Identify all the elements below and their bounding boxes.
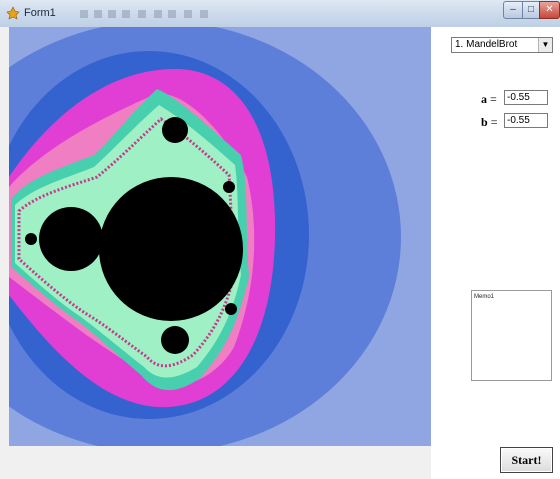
fractal-canvas[interactable] — [9, 27, 431, 446]
mandelbrot-top-bulb — [162, 117, 188, 143]
mandelbrot-main-cardioid — [99, 177, 243, 321]
mandelbrot-mini-bulb-a — [223, 181, 235, 193]
memo-box[interactable]: Memo1 — [471, 290, 552, 381]
mandelbrot-period2-bulb — [39, 207, 103, 271]
b-label: b — [481, 115, 488, 129]
mandelbrot-mini-bulb-b — [225, 303, 237, 315]
toolbar-ghost-icons — [80, 10, 208, 18]
a-label-row: a = — [481, 92, 497, 106]
start-button[interactable]: Start! — [500, 447, 553, 473]
window-left-border — [0, 27, 9, 446]
form-bottom-area — [0, 446, 431, 479]
b-label-row: b = — [481, 115, 498, 129]
window-title: Form1 — [24, 7, 56, 19]
a-label: a — [481, 92, 487, 106]
app-icon — [6, 6, 20, 20]
title-bar[interactable]: Form1 – □ ✕ — [0, 0, 560, 28]
maximize-button[interactable]: □ — [522, 1, 540, 19]
minimize-button[interactable]: – — [503, 1, 523, 19]
chevron-down-icon[interactable]: ▼ — [538, 38, 552, 52]
maximize-icon: □ — [527, 4, 535, 15]
minimize-icon: – — [510, 4, 516, 15]
fractal-type-select[interactable]: 1. MandelBrot ▼ — [451, 37, 553, 53]
mandelbrot-small-bulb — [25, 233, 37, 245]
b-input[interactable]: -0.55 — [504, 113, 548, 128]
a-input[interactable]: -0.55 — [504, 90, 548, 105]
fractal-type-value: 1. MandelBrot — [455, 39, 518, 50]
close-button[interactable]: ✕ — [539, 1, 560, 19]
close-icon: ✕ — [545, 4, 554, 15]
mandelbrot-bottom-bulb — [161, 326, 189, 354]
